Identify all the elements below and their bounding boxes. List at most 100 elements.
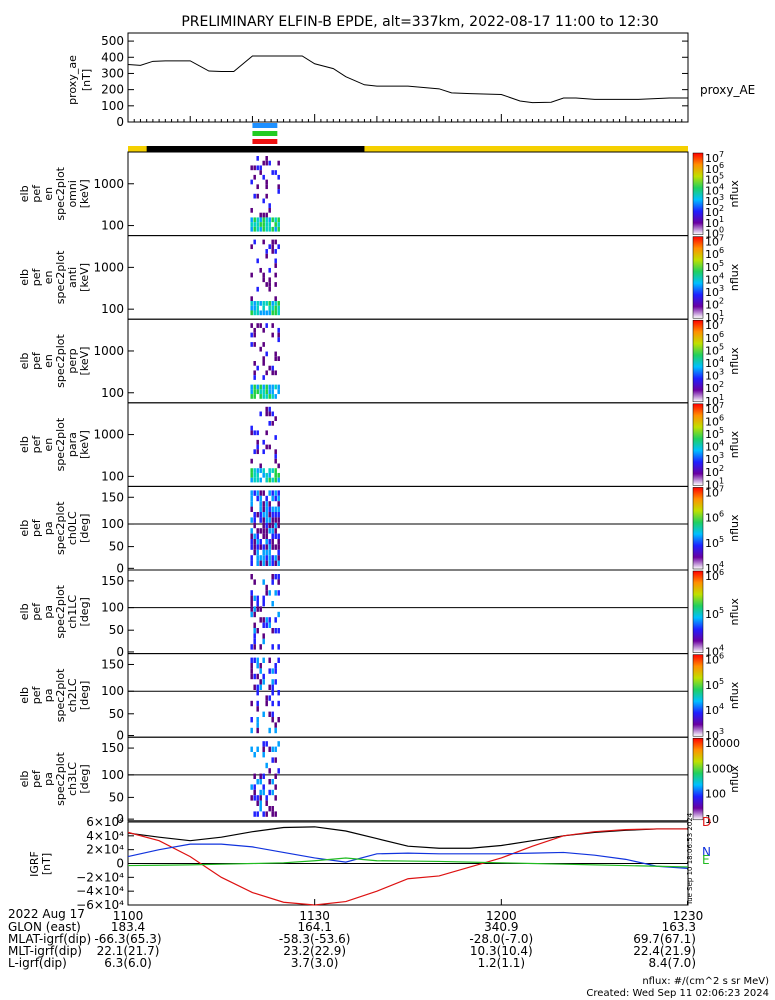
spec-pixel [262, 752, 265, 758]
spec-pixel [271, 305, 274, 311]
spec-pixel [268, 695, 271, 701]
spec-pixel [268, 411, 271, 417]
spec-pixel [274, 296, 277, 302]
spec-pixel [250, 673, 253, 680]
spec-ytick-label: 150 [101, 574, 124, 588]
spec-pixel [268, 501, 271, 507]
spec-ylabel-line: [deg] [78, 764, 91, 793]
proxy-ae-panel: 500 400 300 200 100 0 proxy_ae [nT] proxy_AE [66, 32, 755, 129]
spec-pixel [259, 165, 262, 171]
xtick-label: 1130 [299, 909, 330, 923]
spec-pixel [256, 601, 259, 607]
spec-pixel [277, 327, 280, 333]
colorbar-tick-exponent: 7 [719, 401, 724, 410]
spec-pixel [268, 727, 271, 734]
spec-pixel [265, 549, 268, 556]
spec-pixel [265, 384, 268, 390]
spec-pixel [277, 717, 280, 723]
colorbar-label: nflux [728, 514, 741, 542]
spec-pixel [259, 411, 262, 417]
spec-pixel [250, 539, 253, 545]
spec-ytick-label: 100 [101, 768, 124, 782]
spec-pixel [277, 590, 280, 596]
spec-ylabel-line: spec2plot [54, 166, 67, 220]
spec-ylabel-line: [keV] [78, 347, 91, 376]
colorbar-tick-exponent: 1 [719, 309, 724, 318]
spec-pixel [253, 370, 256, 376]
footer-row-label: MLT-igrf(dip) [8, 944, 82, 958]
spec-pixel [277, 522, 280, 529]
spec-ylabel-line: pa [42, 772, 55, 786]
spec-pixel [265, 389, 268, 395]
spec-pixel [265, 351, 268, 357]
spec-pixel [265, 539, 268, 545]
colorbar-tick-label: 10 [705, 512, 719, 525]
spec-pixel [268, 406, 271, 412]
spec-pixel [250, 165, 253, 171]
spec-pixel [259, 170, 262, 175]
spec-pixel [265, 517, 268, 523]
colorbar-tick-label: 10 [705, 319, 719, 332]
spec-ylabel-line: en [42, 187, 55, 201]
igrf-series-D [127, 828, 688, 906]
spec-pixel [274, 784, 277, 790]
spec-pixel [277, 539, 280, 545]
spec-pixel [271, 560, 274, 566]
spec-pixel [274, 528, 277, 534]
spec-pixel [259, 806, 262, 812]
spec-pixel [250, 468, 253, 473]
spec-pixel [271, 365, 274, 371]
spec-ylabel-line: ch2LC [66, 678, 79, 712]
spec-pixel [256, 722, 259, 728]
science-marker-1 [252, 131, 278, 136]
spec-ytick-label: 50 [109, 707, 124, 721]
spec-pixel [262, 305, 265, 311]
spec-pixel [250, 495, 253, 502]
spec-pixel [259, 267, 262, 273]
spec-pixel [253, 512, 256, 518]
spec-pixel [259, 773, 262, 779]
spec-pixel [256, 444, 259, 450]
spec-pixel [262, 310, 265, 316]
spec-pixel [277, 389, 280, 395]
spec-pixel [271, 389, 274, 395]
spec-ylabel-line: pef [30, 184, 43, 203]
spec-pixel [274, 517, 277, 523]
colorbar-tick-exponent: 6 [719, 330, 724, 339]
spec-ylabel-line: elb [18, 269, 31, 286]
spec-ylabel-line: spec2plot [54, 584, 67, 638]
spec-ylabel-line: elb [18, 603, 31, 620]
spec-pixel [250, 296, 253, 302]
spec-pixel [262, 638, 265, 645]
ae-ylabel-units: [nT] [80, 69, 93, 91]
colorbar-tick-label: 10 [705, 332, 719, 345]
spec-pixel [262, 544, 265, 550]
spec-pixel [265, 406, 268, 412]
spec-pixel [256, 222, 259, 227]
spec-pixel [274, 544, 277, 550]
spec-ytick-label: 100 [101, 302, 124, 316]
colorbar-tick-label: 10 [705, 654, 719, 667]
spec-pixel [259, 789, 262, 796]
science-marker-2 [252, 139, 278, 144]
spec-ytick-label: 100 [101, 601, 124, 615]
spec-pixel [256, 449, 259, 455]
spec-pixel [259, 560, 262, 566]
spec-pixel [256, 811, 259, 817]
spec-pixel [253, 789, 256, 796]
spec-pixel [259, 506, 262, 512]
spec-pixel [271, 370, 274, 376]
spec-pixel [271, 468, 274, 473]
spec-ylabel-line: omni [66, 180, 79, 207]
spec-pixel [274, 351, 277, 357]
spec-pixel [250, 207, 253, 213]
spec-pixel [253, 226, 256, 232]
igrf-ytick-label: −4×10⁴ [76, 884, 124, 898]
spec-pixel [274, 506, 277, 512]
spec-pixel [265, 477, 268, 483]
spec-pixel [265, 522, 268, 529]
igrf-ytick-label: 0 [116, 857, 124, 871]
spec-pixel [250, 574, 253, 580]
spec-pixel [271, 628, 274, 634]
